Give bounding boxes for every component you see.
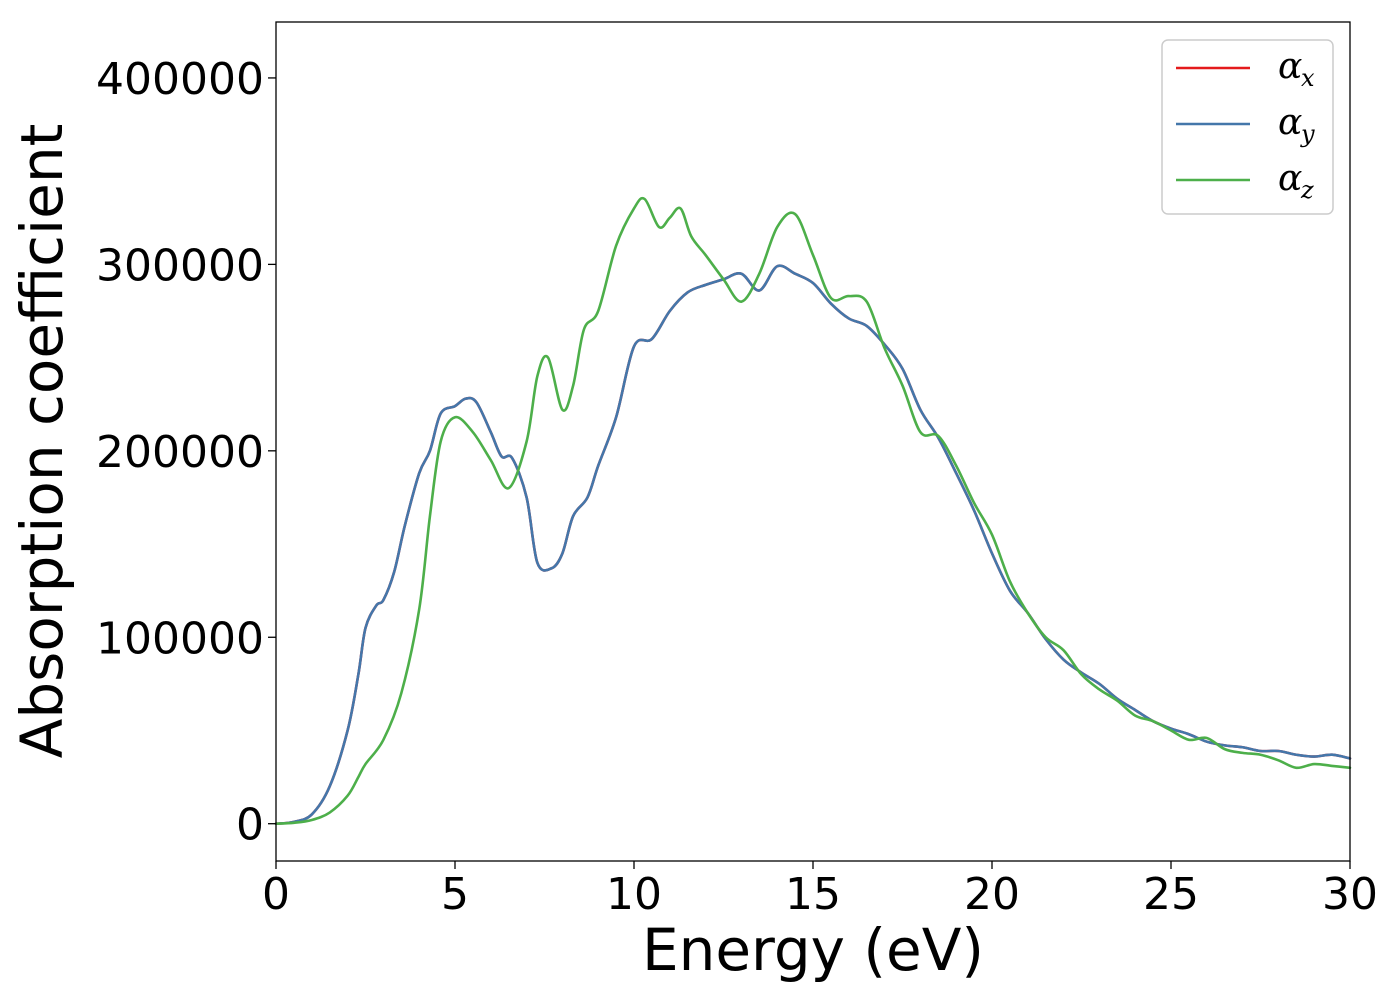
x-axis-title: Energy (eV) bbox=[642, 916, 984, 984]
x-tick-label: 0 bbox=[262, 869, 290, 920]
legend-label-x: α bbox=[1278, 46, 1302, 87]
y-axis-ticks: 0 100000 200000 300000 400000 bbox=[96, 54, 276, 851]
x-tick-label: 20 bbox=[964, 869, 1020, 920]
x-tick-label: 5 bbox=[441, 869, 469, 920]
series-layer bbox=[274, 196, 1352, 826]
x-axis-ticks: 0 5 10 15 20 25 30 bbox=[262, 861, 1378, 920]
x-tick-label: 10 bbox=[606, 869, 662, 920]
series-line-y bbox=[274, 264, 1352, 826]
x-tick-label: 30 bbox=[1322, 869, 1378, 920]
legend-label-z: α bbox=[1278, 158, 1302, 199]
y-axis-title: Absorption coefficient bbox=[8, 124, 76, 759]
x-tick-label: 15 bbox=[785, 869, 841, 920]
x-tick-label: 25 bbox=[1143, 869, 1199, 920]
y-tick-label: 200000 bbox=[96, 427, 264, 478]
legend-subscript-y: y bbox=[1300, 120, 1315, 148]
legend-subscript-x: x bbox=[1301, 64, 1315, 92]
legend-label-y: α bbox=[1278, 102, 1302, 143]
y-tick-label: 300000 bbox=[96, 240, 264, 291]
y-tick-label: 0 bbox=[236, 800, 264, 851]
y-tick-label: 100000 bbox=[96, 613, 264, 664]
legend-subscript-z: z bbox=[1300, 176, 1314, 204]
legend-box bbox=[1161, 39, 1334, 215]
y-tick-label: 400000 bbox=[96, 54, 264, 105]
series-line-z bbox=[274, 196, 1352, 826]
